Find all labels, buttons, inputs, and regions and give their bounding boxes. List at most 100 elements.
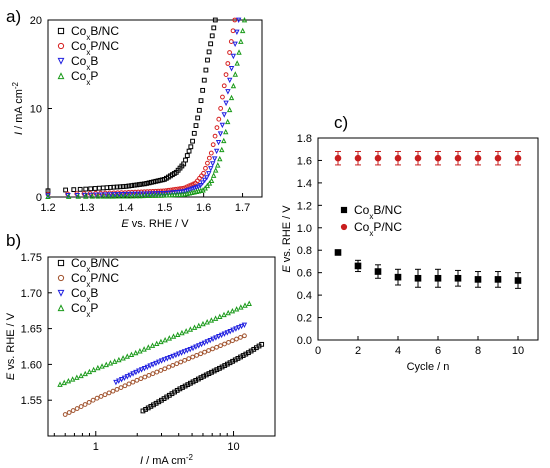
data-point-a-2-50 [217,131,224,137]
legend-label-b-1: CoxP/NC [71,271,119,289]
data-point-b-2-33 [207,337,213,344]
data-point-c-1-4 [414,154,422,162]
data-point-a-2-53 [223,100,229,107]
y-tick-label-1: 1.60 [21,359,42,371]
data-point-b-3-33 [196,322,202,329]
data-point-b-1-39 [218,343,223,349]
data-point-a-0-43 [184,153,190,158]
data-point-b-1-38 [214,344,219,350]
data-point-b-2-14 [153,360,159,367]
data-point-b-2-8 [136,368,142,374]
data-point-b-1-26 [166,364,172,370]
y-tick-label-2: 1.65 [21,324,42,336]
data-point-a-3-9 [114,193,120,199]
data-point-b-1-20 [142,374,148,380]
data-point-a-1-56 [225,61,231,66]
data-point-b-3-38 [217,313,223,319]
data-point-a-0-54 [203,67,209,73]
data-point-a-3-27 [171,191,178,198]
data-point-a-1-60 [232,17,238,23]
data-point-a-3-43 [208,177,215,184]
data-point-a-0-18 [131,182,137,188]
data-point-a-3-40 [202,185,208,191]
data-point-b-1-44 [238,335,243,340]
data-point-b-1-25 [162,366,168,372]
data-point-a-2-18 [143,191,150,197]
legend-marker-a-0 [57,27,65,35]
x-tick-label-0: 1.2 [40,202,55,214]
data-point-b-3-45 [246,300,252,306]
data-point-b-2-26 [187,347,193,353]
data-point-a-2-48 [213,148,220,155]
data-point-a-1-43 [201,170,206,176]
data-point-a-0-15 [123,183,129,189]
data-point-c-1-5 [434,154,442,162]
data-point-b-2-28 [193,344,199,350]
data-point-b-3-40 [225,309,231,316]
data-point-a-3-53 [228,94,235,101]
data-point-a-3-6 [100,193,107,199]
data-point-a-0-46 [190,138,195,144]
y-axis-label: I / mA cm-2 [11,81,26,135]
data-point-a-0-56 [206,49,212,55]
data-point-b-3-42 [233,306,240,312]
data-point-c-1-8 [494,154,502,162]
y-tick-label-6: 1.2 [297,200,312,212]
data-point-b-3-36 [208,317,215,323]
data-point-a-3-7 [105,193,111,199]
legend-label-a-0: CoxB/NC [71,24,119,42]
data-point-b-0-22 [198,375,204,381]
data-point-b-3-11 [103,361,109,368]
data-point-c-0-9 [514,277,522,284]
data-point-c-0-7 [474,276,482,283]
legend-marker-b-0 [57,259,65,267]
data-point-b-3-27 [170,333,177,339]
data-point-a-2-42 [201,177,208,184]
data-point-b-1-7 [90,397,96,403]
panel-a: 1.2 1.3 1.4 1.5 1.6 1.7 0 10 20 E vs. RHE / V I / … [6,7,263,230]
data-point-b-3-9 [95,364,101,371]
data-point-b-2-0 [113,379,119,386]
data-point-b-2-3 [121,375,128,382]
data-point-a-0-45 [188,144,194,150]
data-point-b-1-2 [70,408,76,413]
panel-c: 0 2 4 6 8 10 0.0 0.2 0.4 0.6 0.8 1.0 1.2 1.4 1.6 1.8 Cyc… [281,113,539,373]
data-point-a-0-14 [120,184,126,189]
data-point-b-2-24 [181,349,188,355]
data-point-b-2-1 [116,378,122,384]
data-point-b-3-15 [120,355,126,361]
data-point-b-3-18 [132,349,139,356]
data-point-a-3-4 [89,193,96,199]
data-point-a-3-8 [110,193,116,199]
data-point-b-2-17 [161,357,168,363]
legend-label-a-3: CoxP [71,69,98,87]
data-point-b-1-42 [230,338,235,344]
data-point-b-3-0 [57,381,63,387]
x-tick-label-3: 6 [435,345,441,357]
data-point-c-1-6 [454,154,462,162]
y-axis-label: E vs. RHE / V [5,312,17,380]
data-point-a-3-13 [130,192,136,199]
data-point-b-0-26 [209,369,214,375]
data-point-a-1-27 [165,187,171,193]
data-point-b-2-45 [241,322,248,329]
data-point-a-3-1 [65,193,72,199]
x-tick-label-2: 4 [395,345,401,357]
data-point-b-3-35 [204,319,210,325]
x-tick-label-0: 1 [93,441,99,453]
data-point-a-3-22 [158,192,164,198]
data-point-a-2-54 [225,89,231,95]
data-point-a-3-12 [126,193,132,199]
data-point-b-2-34 [210,336,216,343]
data-point-c-1-0 [334,154,342,162]
data-point-b-3-10 [99,363,105,369]
data-point-b-3-16 [124,353,130,359]
data-point-a-1-51 [216,116,222,122]
data-point-b-3-37 [212,315,219,321]
data-point-a-1-25 [160,188,166,194]
data-point-a-0-2 [71,187,77,193]
data-point-a-3-56 [234,60,240,66]
data-point-b-3-28 [175,331,181,338]
x-tick-label-2: 1.4 [118,202,133,214]
data-point-b-2-37 [218,332,225,339]
